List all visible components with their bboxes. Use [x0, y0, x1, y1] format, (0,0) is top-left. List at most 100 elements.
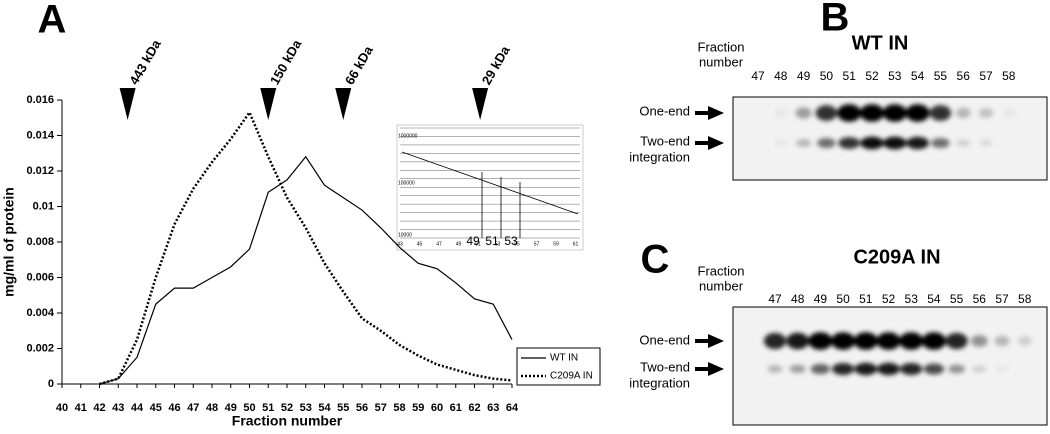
- fraction-number: 54: [927, 292, 941, 306]
- x-tick-label: 50: [243, 402, 255, 414]
- band-label: Two-end: [640, 133, 690, 148]
- size-marker-label: 443 kDa: [126, 36, 164, 87]
- inset-y-label: 100000: [398, 180, 415, 186]
- fraction-number: 52: [865, 69, 879, 83]
- x-tick-label: 53: [300, 402, 312, 414]
- fraction-number: 58: [1002, 69, 1016, 83]
- size-marker-arrow: [472, 88, 489, 120]
- gel-band: [838, 137, 860, 149]
- inset-x-label: 45: [417, 241, 423, 247]
- inset-x-label: 57: [534, 241, 540, 247]
- inset-x-label: 53: [495, 241, 501, 247]
- x-tick-label: 49: [225, 402, 237, 414]
- inset-x-label: 49: [456, 241, 462, 247]
- inset-x-label: 59: [553, 241, 559, 247]
- fraction-number: 51: [843, 69, 857, 83]
- gel-band: [837, 104, 862, 122]
- y-tick-label: 0.012: [26, 165, 54, 177]
- x-tick-label: 57: [375, 402, 387, 414]
- fraction-number: 47: [768, 292, 782, 306]
- fraction-number: 53: [905, 292, 919, 306]
- size-marker-label: 66 kDa: [342, 43, 376, 87]
- inset-x-label: 43: [397, 241, 403, 247]
- gel-band: [876, 332, 901, 350]
- gel-band: [979, 139, 993, 147]
- x-tick-label: 64: [506, 402, 519, 414]
- gel-band: [877, 362, 900, 376]
- gel-band: [774, 108, 788, 118]
- x-tick-label: 44: [131, 402, 144, 414]
- x-tick-label: 40: [56, 402, 68, 414]
- legend-box: [516, 347, 601, 386]
- fraction-number: 57: [995, 292, 1009, 306]
- gel-band: [1002, 108, 1016, 118]
- series-line: [99, 109, 513, 386]
- gel-band: [899, 332, 924, 350]
- inset-highlight-label: 53: [504, 234, 518, 248]
- band-arrow: [695, 136, 724, 150]
- x-tick-label: 60: [431, 402, 443, 414]
- gel-band: [994, 335, 1010, 347]
- y-tick-label: 0.008: [26, 236, 54, 248]
- panel-label: C: [641, 238, 670, 282]
- x-tick-label: 62: [468, 402, 480, 414]
- legend-label: WT IN: [550, 353, 578, 364]
- gel-band: [854, 362, 878, 376]
- x-tick-label: 61: [450, 402, 462, 414]
- size-marker-arrow: [335, 88, 352, 120]
- gel-band: [808, 332, 833, 350]
- inset-highlight-label: 51: [485, 234, 499, 248]
- gel-band: [978, 108, 994, 118]
- gel-band: [767, 365, 783, 373]
- fraction-number: 49: [814, 292, 828, 306]
- gel-band: [796, 139, 812, 147]
- x-tick-label: 56: [356, 402, 368, 414]
- fraction-number: 56: [973, 292, 987, 306]
- fraction-number: 52: [882, 292, 896, 306]
- fraction-number: 53: [888, 69, 902, 83]
- gel-band: [1017, 336, 1032, 346]
- fraction-number: 54: [911, 69, 925, 83]
- band-label: Two-end: [640, 359, 690, 374]
- band-label: One-end: [639, 332, 690, 347]
- fraction-number: 55: [950, 292, 964, 306]
- inset-x-label: 55: [514, 241, 520, 247]
- fraction-number: 49: [797, 69, 811, 83]
- x-tick-label: 54: [318, 402, 331, 414]
- size-marker-arrow: [260, 88, 277, 120]
- gel-band: [831, 332, 856, 350]
- inset-y-label: 10000: [398, 232, 412, 238]
- band-label: integration: [629, 375, 690, 390]
- gel-band: [905, 104, 930, 122]
- gel-band: [815, 105, 838, 121]
- x-tick-label: 47: [187, 402, 199, 414]
- band-label: integration: [629, 149, 690, 164]
- gel-band: [860, 104, 884, 122]
- x-tick-label: 63: [487, 402, 499, 414]
- inset-x-label: 61: [573, 241, 579, 247]
- fraction-label: number: [699, 278, 744, 293]
- x-tick-label: 45: [150, 402, 162, 414]
- fraction-number: 56: [957, 69, 971, 83]
- x-tick-label: 52: [281, 402, 293, 414]
- x-tick-label: 59: [412, 402, 424, 414]
- x-tick-label: 46: [168, 402, 180, 414]
- gel-band: [810, 363, 831, 375]
- gel-band: [956, 139, 971, 147]
- inset: [396, 124, 584, 251]
- gel-band: [995, 365, 1009, 373]
- legend-label: C209A IN: [550, 371, 593, 382]
- x-tick-label: 42: [93, 402, 105, 414]
- band-arrow: [695, 334, 724, 348]
- x-tick-label: 43: [112, 402, 124, 414]
- inset-highlight-label: 49: [466, 234, 480, 248]
- y-tick-label: 0.006: [26, 271, 54, 283]
- gel-title: C209A IN: [853, 246, 940, 268]
- gel-band: [955, 107, 971, 119]
- x-tick-label: 58: [393, 402, 405, 414]
- fraction-number: 50: [820, 69, 834, 83]
- gel-band: [921, 332, 946, 350]
- gel-band: [795, 107, 812, 119]
- gel-band: [882, 104, 907, 122]
- gel-band: [906, 136, 929, 150]
